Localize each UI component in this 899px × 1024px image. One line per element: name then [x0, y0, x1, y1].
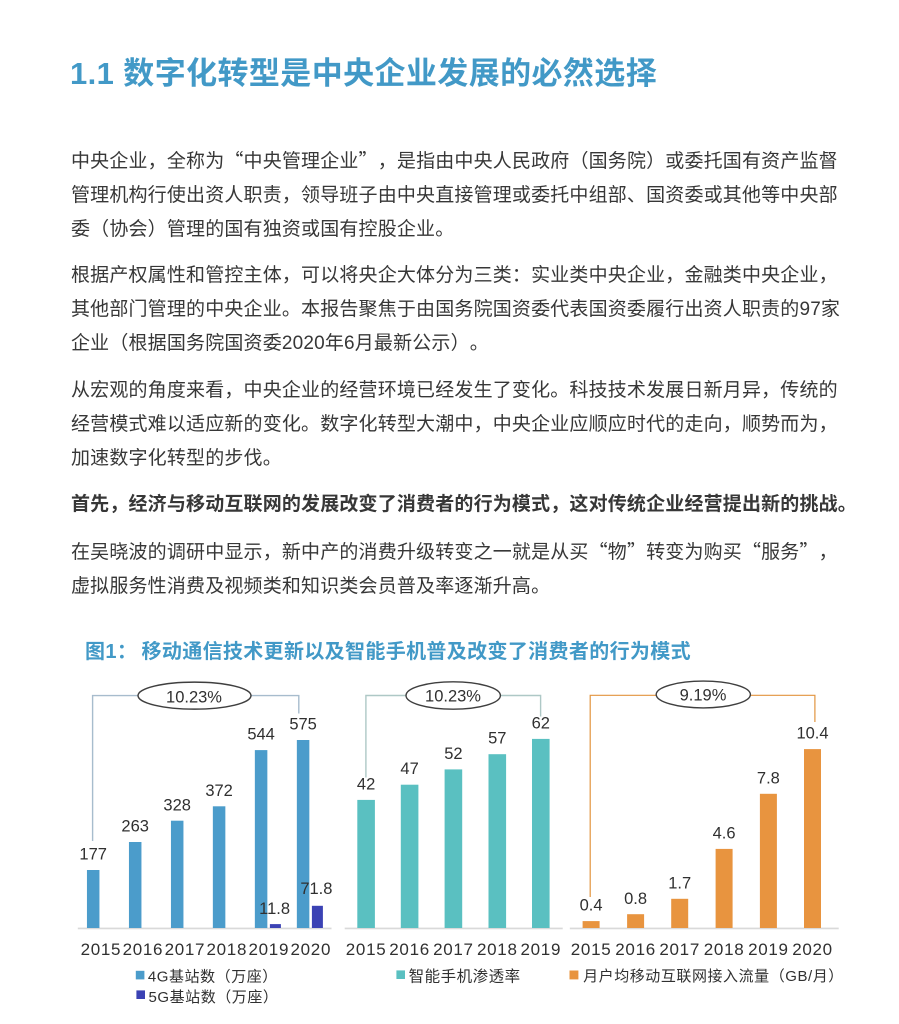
- svg-text:2020: 2020: [792, 940, 833, 959]
- svg-text:5G基站数（万座）: 5G基站数（万座）: [149, 989, 279, 1006]
- svg-text:2015: 2015: [571, 940, 612, 959]
- svg-text:2016: 2016: [123, 940, 164, 959]
- svg-text:372: 372: [205, 782, 233, 800]
- svg-text:47: 47: [400, 760, 418, 778]
- svg-text:10.23%: 10.23%: [166, 688, 222, 706]
- svg-text:0.8: 0.8: [624, 890, 647, 908]
- svg-text:2015: 2015: [81, 940, 122, 959]
- svg-text:57: 57: [488, 730, 506, 748]
- svg-text:52: 52: [444, 745, 462, 763]
- svg-text:2018: 2018: [477, 940, 518, 959]
- svg-text:智能手机渗透率: 智能手机渗透率: [409, 967, 521, 985]
- svg-text:575: 575: [289, 716, 317, 734]
- svg-text:71.8: 71.8: [300, 880, 332, 898]
- svg-text:2019: 2019: [248, 940, 289, 959]
- svg-text:2018: 2018: [704, 940, 745, 959]
- svg-text:2017: 2017: [659, 940, 700, 959]
- svg-text:263: 263: [121, 818, 149, 836]
- svg-text:2019: 2019: [748, 940, 789, 959]
- svg-text:0.4: 0.4: [580, 897, 603, 915]
- svg-text:10.4: 10.4: [796, 725, 828, 743]
- svg-text:2015: 2015: [346, 940, 387, 959]
- svg-text:月户均移动互联网接入流量（GB/月）: 月户均移动互联网接入流量（GB/月）: [583, 968, 844, 985]
- svg-text:42: 42: [357, 775, 375, 793]
- svg-text:9.19%: 9.19%: [680, 687, 727, 705]
- svg-text:2017: 2017: [433, 940, 474, 959]
- svg-text:2020: 2020: [290, 940, 331, 959]
- svg-text:1.7: 1.7: [668, 874, 691, 892]
- svg-text:4G基站数（万座）: 4G基站数（万座）: [148, 969, 278, 986]
- svg-text:177: 177: [79, 846, 107, 864]
- svg-text:7.8: 7.8: [757, 769, 780, 787]
- svg-text:62: 62: [532, 714, 550, 732]
- svg-text:10.23%: 10.23%: [425, 688, 481, 706]
- svg-text:544: 544: [247, 726, 275, 744]
- svg-text:2016: 2016: [389, 940, 430, 959]
- svg-text:2016: 2016: [615, 940, 656, 959]
- svg-text:11.8: 11.8: [259, 900, 290, 918]
- svg-text:2018: 2018: [206, 940, 247, 959]
- svg-text:4.6: 4.6: [713, 825, 736, 843]
- svg-text:328: 328: [163, 796, 191, 814]
- svg-text:2017: 2017: [165, 940, 206, 959]
- svg-text:2019: 2019: [520, 940, 561, 959]
